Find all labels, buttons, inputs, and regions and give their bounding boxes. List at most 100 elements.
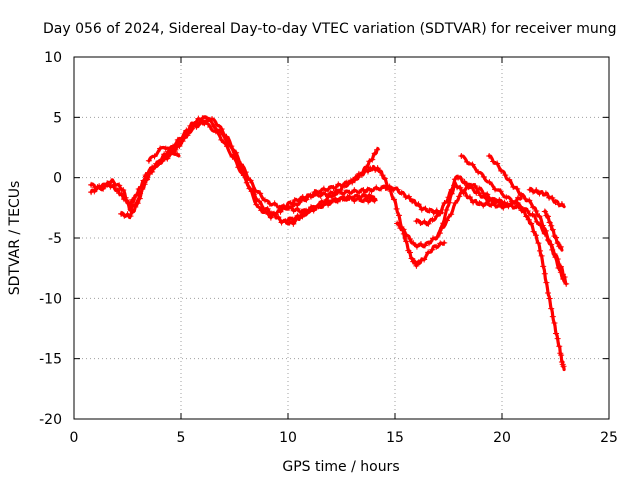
data-point — [490, 158, 497, 165]
data-point — [486, 152, 493, 159]
data-point — [387, 188, 394, 195]
data-point — [518, 191, 525, 198]
data-point — [417, 241, 424, 248]
data-point — [294, 201, 301, 208]
data-point — [548, 305, 555, 312]
data-point — [506, 176, 513, 183]
data-point — [538, 252, 545, 259]
x-tick-label: 15 — [386, 430, 404, 446]
data-point — [145, 169, 152, 176]
chart-title: Day 056 of 2024, Sidereal Day-to-day VTE… — [43, 21, 617, 37]
data-point — [469, 184, 476, 191]
data-point — [546, 295, 553, 302]
data-point — [173, 150, 180, 157]
data-point — [286, 204, 293, 211]
data-point — [323, 196, 330, 203]
data-point — [422, 205, 429, 212]
data-point — [304, 208, 311, 215]
data-point — [542, 227, 549, 234]
data-point — [212, 128, 219, 135]
data-point — [162, 145, 169, 152]
data-point — [454, 184, 461, 191]
data-point — [218, 126, 225, 133]
data-point — [457, 184, 464, 191]
data-point — [351, 187, 358, 194]
data-point — [257, 190, 264, 197]
data-point — [545, 213, 552, 220]
data-point — [358, 171, 365, 178]
series-group — [413, 174, 521, 227]
data-point — [210, 122, 217, 129]
data-point — [218, 136, 225, 143]
data-point — [549, 246, 556, 253]
data-point — [223, 133, 230, 140]
data-point — [492, 186, 499, 193]
x-axis-label: GPS time / hours — [282, 459, 399, 475]
y-tick-label: -15 — [39, 352, 62, 368]
data-point — [268, 210, 275, 217]
data-point — [503, 194, 510, 201]
data-point — [394, 186, 401, 193]
data-point — [299, 213, 306, 220]
data-point — [481, 193, 488, 200]
data-point — [510, 183, 517, 190]
data-point — [277, 208, 284, 215]
data-point — [303, 196, 310, 203]
data-point — [560, 276, 567, 283]
data-point — [145, 157, 152, 164]
data-point — [546, 238, 553, 245]
data-point — [327, 199, 334, 206]
data-point — [514, 185, 521, 192]
data-series — [88, 115, 570, 372]
data-point — [336, 196, 343, 203]
data-point — [466, 194, 473, 201]
data-point — [153, 160, 160, 167]
data-point — [425, 220, 432, 227]
data-point — [364, 168, 371, 175]
x-tick-label: 0 — [70, 430, 79, 446]
data-point — [289, 216, 296, 223]
series-group — [516, 203, 567, 372]
data-point — [554, 335, 561, 342]
data-point — [554, 240, 561, 247]
data-point — [523, 213, 530, 220]
y-tick-label: -10 — [39, 291, 62, 307]
data-point — [475, 169, 482, 176]
data-point — [100, 185, 107, 192]
data-point — [430, 209, 437, 216]
data-point — [174, 136, 181, 143]
data-point — [294, 205, 301, 212]
data-point — [317, 192, 324, 199]
data-point — [127, 213, 134, 220]
data-point — [461, 179, 468, 186]
data-point — [463, 193, 470, 200]
data-point — [371, 197, 378, 204]
data-point — [318, 198, 325, 205]
data-point — [552, 254, 559, 261]
data-point — [541, 208, 548, 215]
data-point — [360, 187, 367, 194]
data-point — [456, 193, 463, 200]
data-point — [364, 186, 371, 193]
data-point — [446, 199, 453, 206]
data-point — [563, 280, 570, 287]
data-point — [555, 265, 562, 272]
data-point — [526, 186, 533, 193]
data-point — [533, 187, 540, 194]
data-point — [366, 191, 373, 198]
x-tick-label: 5 — [177, 430, 186, 446]
data-point — [313, 204, 320, 211]
data-point — [500, 204, 507, 211]
data-point — [242, 169, 249, 176]
data-point — [267, 214, 274, 221]
data-point — [411, 258, 418, 265]
data-point — [412, 199, 419, 206]
data-point — [228, 143, 235, 150]
data-point — [379, 172, 386, 179]
data-point — [393, 205, 400, 212]
data-point — [492, 202, 499, 209]
data-point — [415, 201, 422, 208]
data-point — [261, 197, 268, 204]
data-point — [179, 134, 186, 141]
grid — [74, 57, 609, 419]
